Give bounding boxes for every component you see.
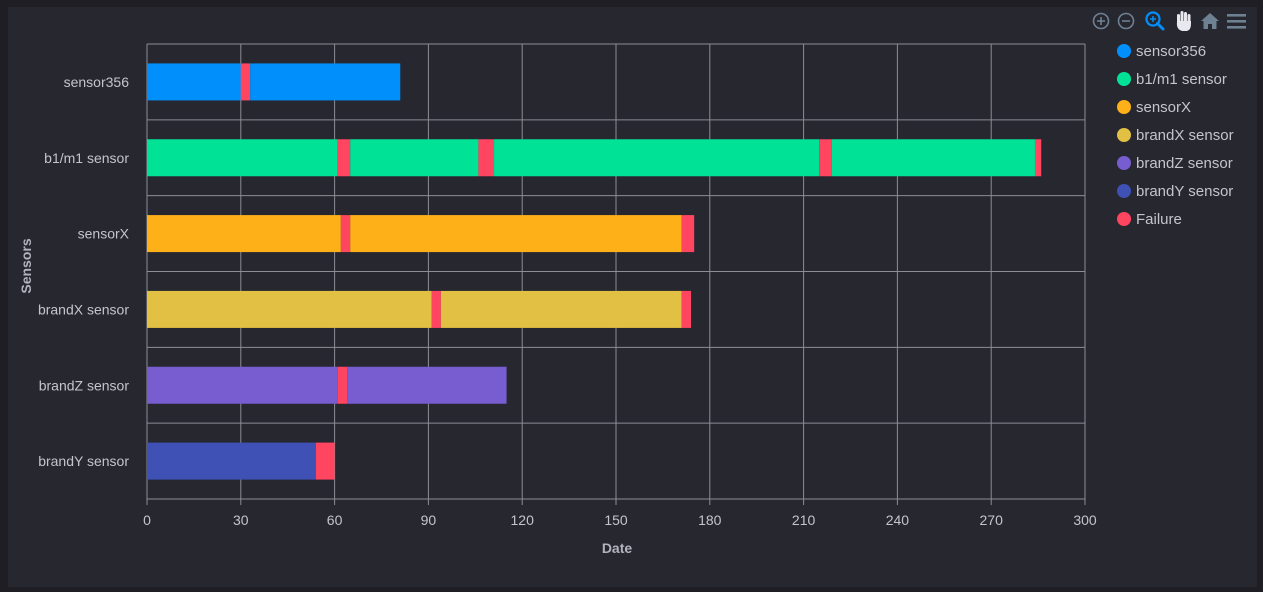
x-tick-label: 240	[886, 512, 910, 528]
x-tick-label: 0	[143, 512, 151, 528]
failure-segment[interactable]	[681, 215, 695, 253]
legend-item[interactable]: brandY sensor	[1117, 183, 1233, 200]
bars	[147, 63, 1042, 480]
y-category-label: brandZ sensor	[39, 377, 130, 393]
bar-segment[interactable]	[831, 139, 1035, 177]
bar-segment[interactable]	[350, 139, 479, 177]
legend-marker	[1117, 212, 1131, 226]
legend-label: brandY sensor	[1136, 183, 1233, 200]
bar-segment[interactable]	[147, 215, 341, 253]
menu-icon[interactable]	[1227, 14, 1246, 29]
legend-marker	[1117, 100, 1131, 114]
y-category-label: sensorX	[78, 226, 130, 242]
bar-segment[interactable]	[147, 139, 338, 177]
x-tick-label: 90	[421, 512, 437, 528]
bar-segment[interactable]	[147, 442, 316, 480]
x-tick-label: 300	[1073, 512, 1097, 528]
bar-segment[interactable]	[350, 215, 682, 253]
zoom-in-icon[interactable]	[1092, 12, 1110, 30]
x-tick-label: 180	[698, 512, 722, 528]
x-axis-title: Date	[602, 540, 633, 556]
bar-segment[interactable]	[347, 366, 507, 404]
y-axis-title: Sensors	[18, 238, 34, 293]
failure-segment[interactable]	[337, 139, 351, 177]
failure-segment[interactable]	[1034, 139, 1042, 177]
x-tick-label: 30	[233, 512, 249, 528]
legend-label: brandZ sensor	[1136, 155, 1233, 172]
failure-segment[interactable]	[431, 290, 441, 328]
x-tick-label: 270	[980, 512, 1004, 528]
legend-marker	[1117, 128, 1131, 142]
chart-toolbar	[1092, 11, 1246, 31]
failure-segment[interactable]	[337, 366, 348, 404]
failure-segment[interactable]	[340, 215, 351, 253]
x-axis-ticks: 0 30 60 90 120 150 180 210 240 270 300	[143, 512, 1097, 528]
y-category-label: sensor356	[64, 74, 130, 90]
legend-marker	[1117, 184, 1131, 198]
bar-segment[interactable]	[147, 290, 432, 328]
legend-marker	[1117, 156, 1131, 170]
failure-segment[interactable]	[819, 139, 832, 177]
y-axis-categories: sensor356 b1/m1 sensor sensorX brandX senso…	[38, 74, 130, 469]
bar-segment[interactable]	[494, 139, 820, 177]
x-tick-label: 210	[792, 512, 816, 528]
grid	[146, 43, 1086, 505]
legend-item[interactable]: b1/m1 sensor	[1117, 71, 1227, 88]
legend-marker	[1117, 72, 1131, 86]
legend-marker	[1117, 44, 1131, 58]
legend-item[interactable]: brandZ sensor	[1117, 155, 1233, 172]
legend-label: b1/m1 sensor	[1136, 71, 1227, 88]
reset-home-icon[interactable]	[1201, 13, 1219, 29]
legend-label: sensor356	[1136, 43, 1206, 60]
bar-segment[interactable]	[147, 63, 241, 101]
failure-segment[interactable]	[478, 139, 495, 177]
selection-zoom-icon[interactable]	[1145, 11, 1165, 31]
failure-segment[interactable]	[315, 442, 335, 480]
x-tick-label: 60	[327, 512, 343, 528]
y-category-label: brandX sensor	[38, 301, 129, 317]
timeline-chart: 0 30 60 90 120 150 180 210 240 270 300 sensor356 b1…	[18, 11, 1246, 556]
legend-label: Failure	[1136, 211, 1182, 228]
legend: sensor356 b1/m1 sensor sensorX brandX senso…	[1117, 43, 1234, 228]
legend-item[interactable]: Failure	[1117, 211, 1182, 228]
legend-item[interactable]: sensor356	[1117, 43, 1206, 60]
legend-item[interactable]: brandX sensor	[1117, 127, 1234, 144]
bar-segment[interactable]	[147, 366, 338, 404]
zoom-out-icon[interactable]	[1117, 12, 1135, 30]
bar-segment[interactable]	[440, 290, 682, 328]
legend-label: brandX sensor	[1136, 127, 1234, 144]
x-tick-label: 150	[604, 512, 628, 528]
y-category-label: brandY sensor	[38, 453, 129, 469]
chart-panel: 0 30 60 90 120 150 180 210 240 270 300 sensor356 b1…	[8, 7, 1257, 587]
x-tick-label: 120	[511, 512, 535, 528]
y-category-label: b1/m1 sensor	[44, 150, 129, 166]
bar-segment[interactable]	[250, 63, 401, 101]
pan-hand-icon[interactable]	[1176, 11, 1191, 31]
legend-label: sensorX	[1136, 99, 1191, 116]
legend-item[interactable]: sensorX	[1117, 99, 1191, 116]
failure-segment[interactable]	[681, 290, 692, 328]
failure-segment[interactable]	[240, 63, 251, 101]
